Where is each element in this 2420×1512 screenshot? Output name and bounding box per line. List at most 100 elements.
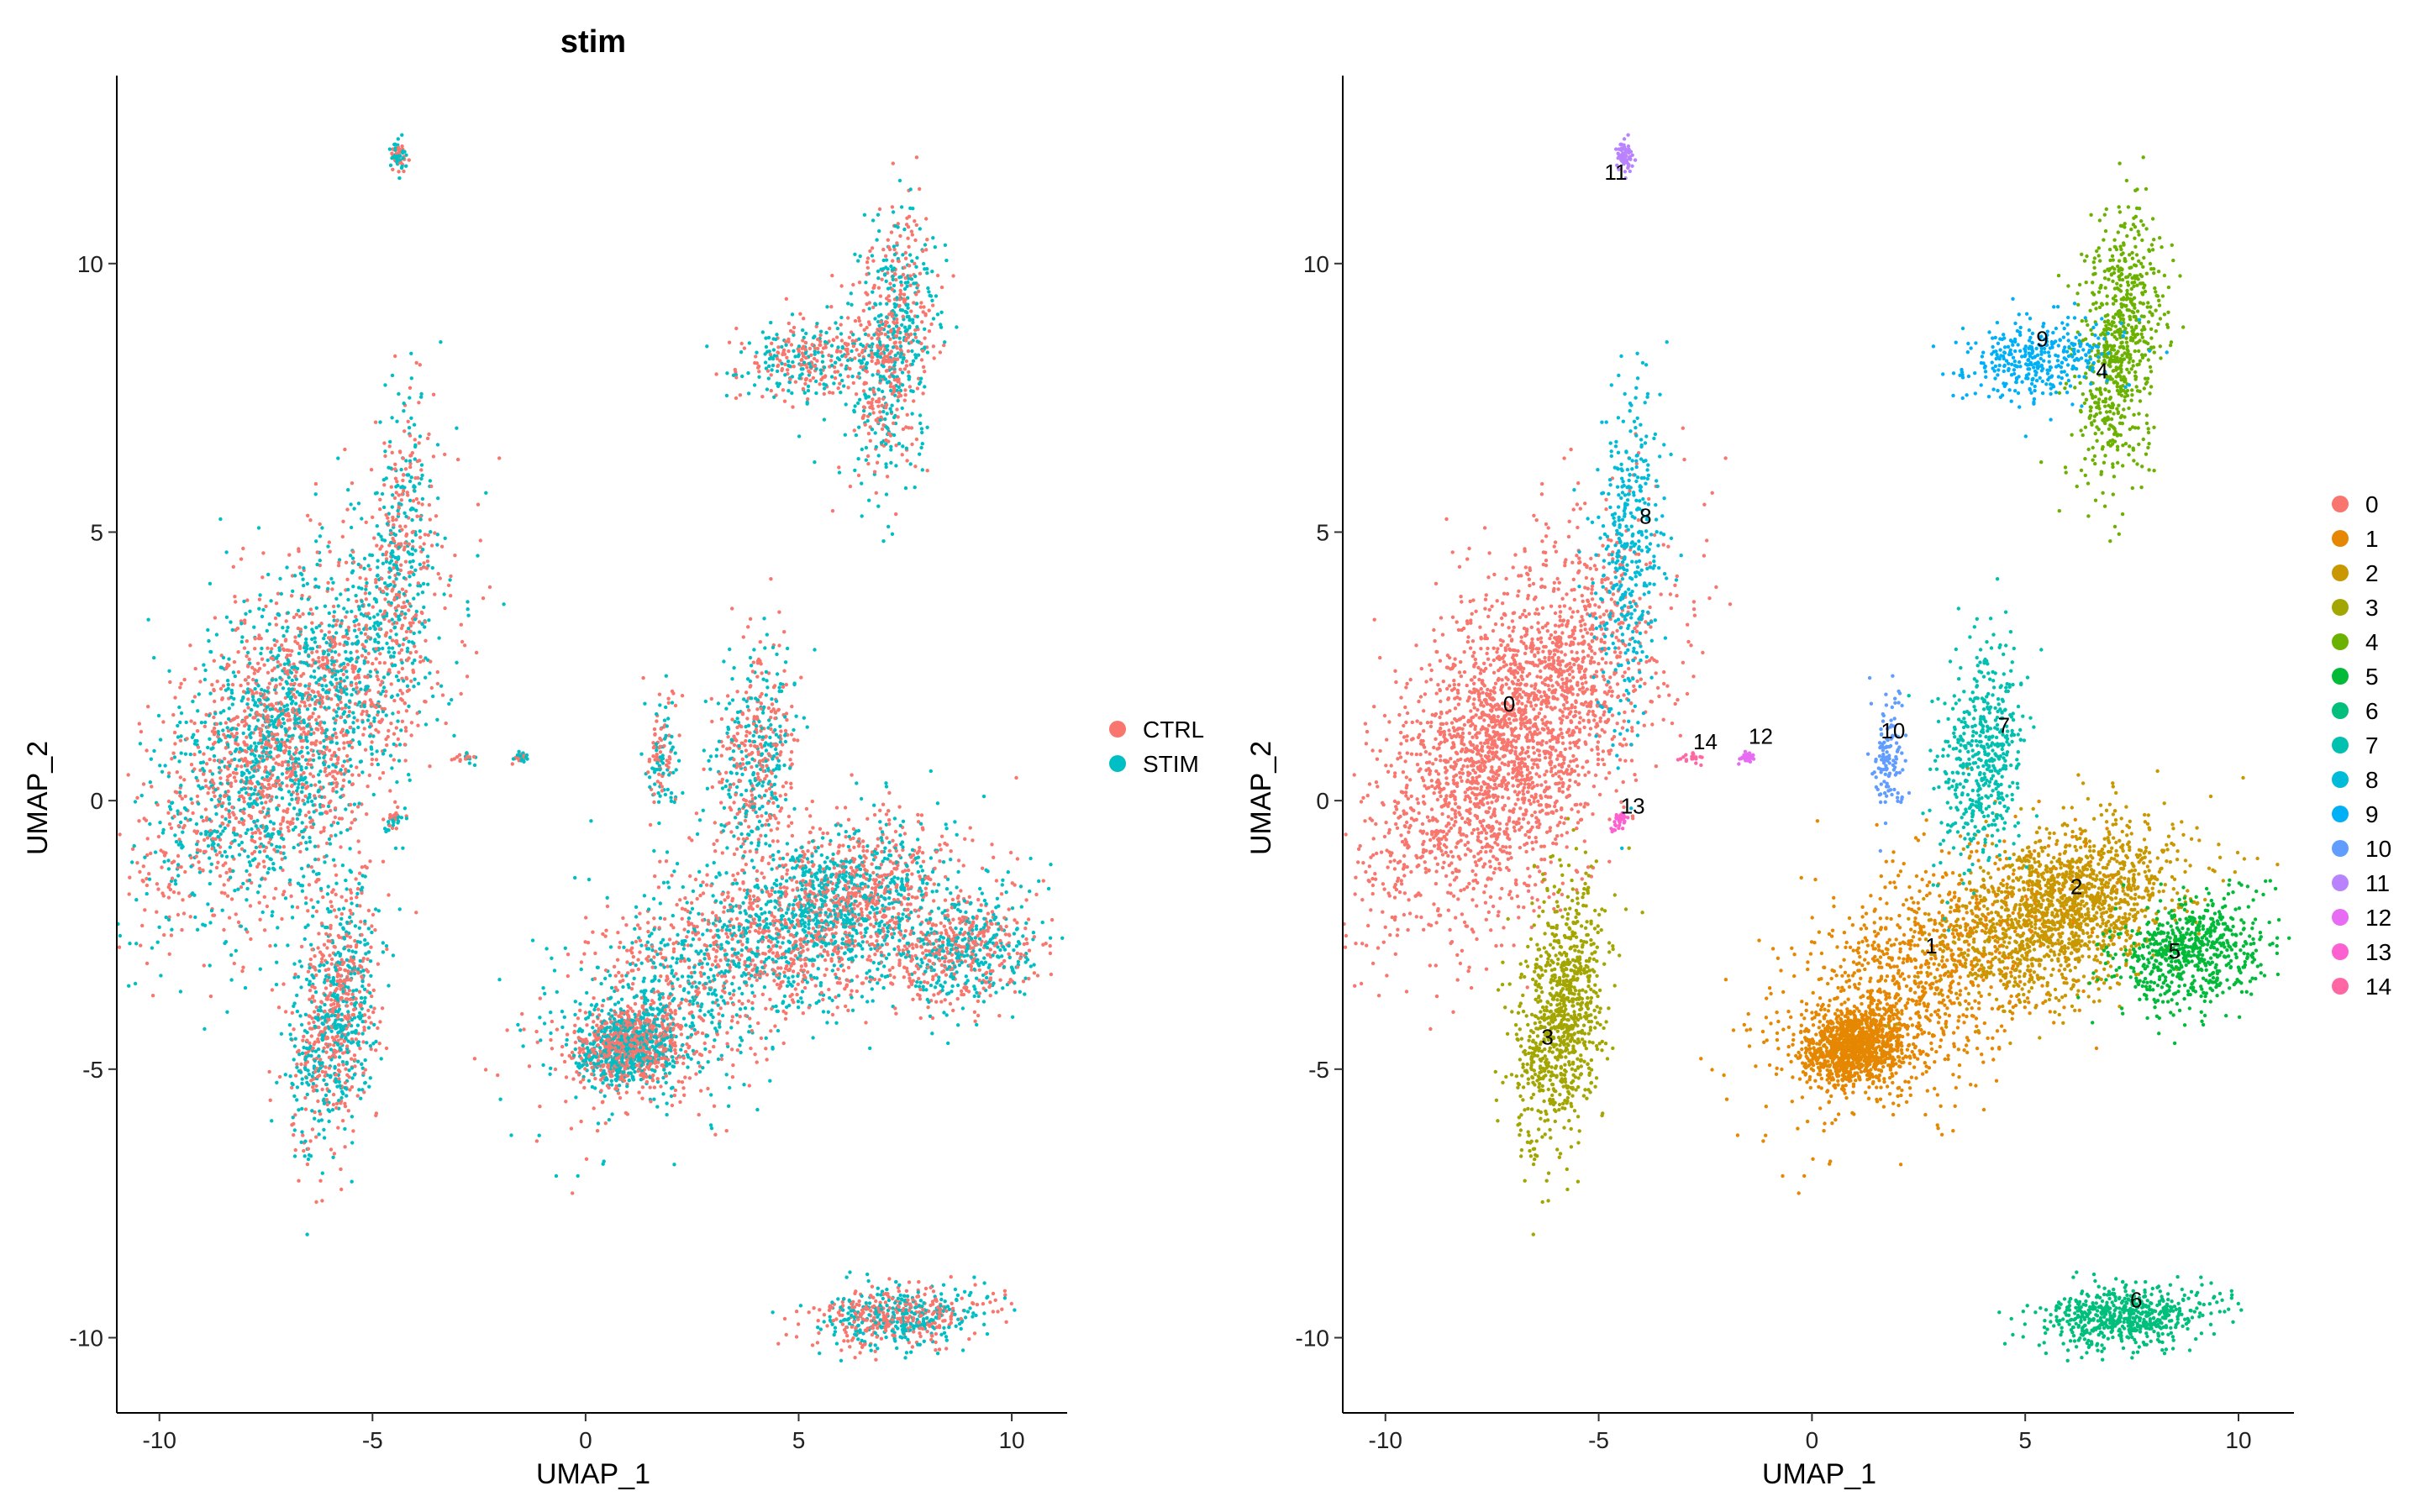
data-point	[671, 1085, 675, 1090]
data-point	[318, 741, 323, 745]
data-point	[290, 783, 294, 788]
data-point	[285, 738, 290, 743]
data-point	[345, 753, 350, 759]
data-point	[300, 754, 305, 759]
data-point	[695, 925, 699, 929]
data-point	[326, 580, 330, 585]
data-point	[218, 686, 224, 691]
data-point	[661, 1092, 666, 1096]
data-point	[336, 564, 341, 568]
data-point	[659, 1041, 664, 1046]
data-point	[265, 904, 270, 909]
data-point	[261, 551, 266, 555]
data-point	[789, 957, 793, 961]
data-point	[179, 734, 183, 738]
data-point	[248, 802, 253, 806]
data-point	[160, 831, 166, 835]
data-point	[647, 1067, 651, 1071]
data-point	[662, 1068, 666, 1072]
data-point	[691, 937, 696, 942]
data-point	[530, 938, 535, 942]
data-point	[241, 731, 245, 736]
data-point	[621, 1044, 626, 1049]
data-point	[665, 1112, 669, 1117]
data-point	[308, 715, 312, 719]
data-point	[252, 769, 256, 773]
data-point	[241, 546, 245, 551]
data-point	[295, 816, 300, 822]
plot-title: stim	[560, 24, 626, 60]
data-point	[465, 675, 470, 679]
data-point	[599, 1089, 603, 1093]
data-point	[310, 818, 314, 822]
data-point	[670, 874, 674, 878]
data-point	[280, 796, 285, 801]
data-point	[670, 1011, 674, 1015]
data-point	[355, 649, 359, 654]
data-point	[363, 748, 368, 752]
data-point	[311, 906, 315, 910]
data-point	[210, 847, 214, 851]
data-point	[804, 933, 809, 938]
data-point	[374, 578, 378, 582]
data-point	[178, 840, 182, 844]
data-point	[416, 723, 420, 727]
data-point	[224, 550, 229, 554]
data-point	[784, 911, 789, 916]
data-point	[314, 680, 318, 685]
data-point	[585, 1046, 590, 1050]
data-point	[199, 832, 203, 836]
data-point	[230, 854, 234, 858]
data-point	[148, 822, 152, 827]
data-point	[590, 1065, 594, 1070]
data-point	[697, 1112, 701, 1117]
data-point	[293, 717, 297, 722]
data-point	[248, 796, 252, 801]
data-point	[225, 679, 230, 683]
data-point	[290, 916, 295, 920]
data-point	[613, 1002, 618, 1006]
data-point	[692, 1027, 697, 1032]
data-point	[650, 1079, 655, 1083]
data-point	[208, 737, 212, 741]
data-point	[134, 898, 139, 902]
data-point	[340, 727, 345, 732]
data-point	[760, 992, 765, 997]
data-point	[332, 610, 337, 614]
data-point	[203, 668, 208, 673]
data-point	[199, 815, 204, 819]
data-point	[371, 661, 375, 666]
data-point	[665, 1101, 669, 1105]
data-point	[371, 605, 375, 609]
data-point	[629, 1071, 634, 1075]
data-point	[720, 851, 724, 855]
data-point	[407, 627, 411, 631]
data-point	[321, 687, 325, 692]
data-point	[141, 864, 145, 869]
data-point	[648, 1085, 652, 1089]
data-point	[326, 544, 330, 549]
data-point	[292, 574, 297, 578]
data-point	[266, 572, 271, 577]
data-point	[671, 956, 675, 960]
data-point	[702, 972, 707, 976]
data-point	[390, 638, 395, 643]
data-point	[135, 861, 139, 865]
data-point	[585, 990, 589, 995]
data-point	[807, 922, 811, 927]
data-point	[308, 607, 313, 612]
data-point	[265, 774, 269, 779]
data-point	[208, 963, 212, 968]
data-point	[240, 635, 245, 639]
data-point	[312, 690, 316, 694]
data-point	[580, 1064, 584, 1068]
data-point	[782, 970, 786, 974]
data-point	[697, 911, 701, 916]
data-point	[313, 660, 318, 665]
data-point	[700, 965, 704, 969]
data-point	[365, 812, 369, 816]
data-point	[297, 704, 302, 708]
data-point	[331, 763, 335, 767]
data-point	[396, 737, 400, 742]
data-point	[753, 1053, 757, 1057]
